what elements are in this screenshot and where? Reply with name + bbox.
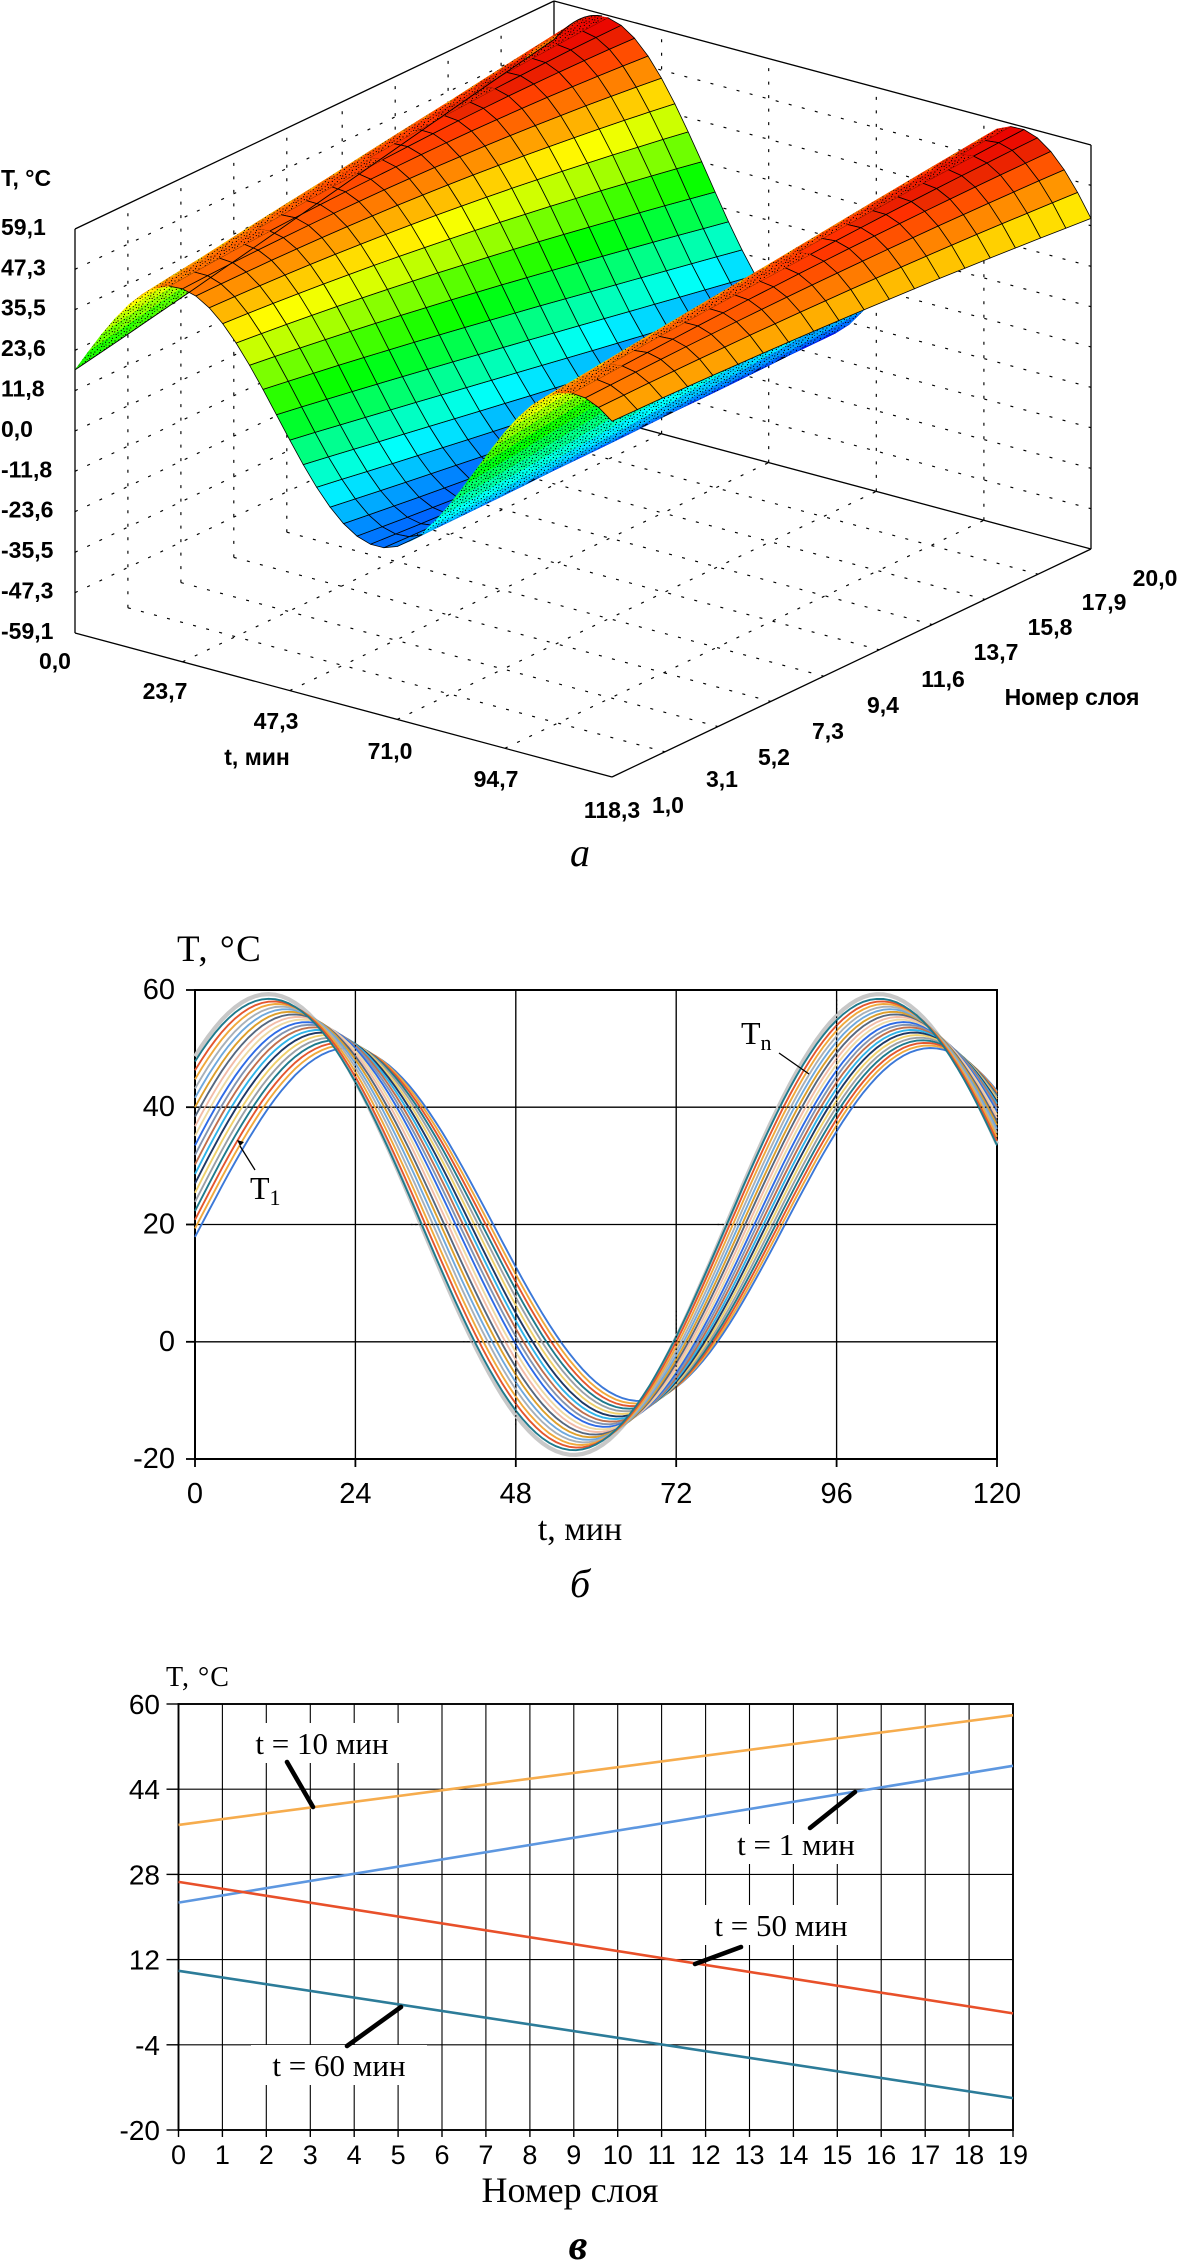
svg-text:-11,8: -11,8 [1, 456, 52, 482]
svg-text:-23,6: -23,6 [1, 497, 53, 523]
svg-text:10: 10 [603, 2140, 633, 2170]
svg-text:8: 8 [522, 2140, 537, 2170]
svg-text:-59,1: -59,1 [1, 618, 54, 644]
svg-text:44: 44 [129, 1774, 160, 1805]
svg-text:19: 19 [998, 2140, 1028, 2170]
svg-text:5: 5 [391, 2140, 406, 2170]
svg-text:118,3: 118,3 [584, 797, 640, 823]
svg-text:13: 13 [734, 2140, 764, 2170]
svg-text:-20: -20 [133, 1443, 175, 1475]
svg-text:18: 18 [954, 2140, 984, 2170]
svg-text:t = 60 мин: t = 60 мин [272, 2048, 405, 2083]
svg-text:12: 12 [691, 2140, 721, 2170]
svg-text:47,3: 47,3 [1, 254, 46, 280]
svg-text:24: 24 [339, 1478, 371, 1510]
svg-text:2: 2 [259, 2140, 274, 2170]
svg-text:11,6: 11,6 [921, 666, 965, 692]
svg-text:94,7: 94,7 [474, 766, 519, 792]
svg-text:48: 48 [500, 1478, 532, 1510]
svg-text:9,4: 9,4 [867, 692, 899, 718]
svg-text:3: 3 [303, 2140, 318, 2170]
svg-text:17: 17 [910, 2140, 940, 2170]
svg-text:14: 14 [778, 2140, 808, 2170]
svg-text:7,3: 7,3 [812, 718, 844, 744]
svg-text:40: 40 [143, 1091, 175, 1123]
svg-text:в: в [569, 2223, 588, 2260]
svg-text:11: 11 [648, 2140, 676, 2170]
svg-text:t = 10 мин: t = 10 мин [255, 1726, 388, 1761]
svg-text:35,5: 35,5 [1, 295, 46, 321]
svg-text:28: 28 [129, 1859, 160, 1890]
svg-text:t = 50 мин: t = 50 мин [714, 1908, 847, 1943]
svg-text:71,0: 71,0 [368, 738, 413, 764]
svg-text:а: а [570, 830, 590, 875]
svg-text:б: б [570, 1561, 592, 1606]
svg-text:59,1: 59,1 [1, 214, 46, 240]
svg-text:Номер слоя: Номер слоя [482, 2170, 659, 2210]
svg-text:0,0: 0,0 [39, 648, 71, 674]
svg-text:T, °C: T, °C [177, 929, 262, 970]
svg-text:47,3: 47,3 [254, 708, 299, 734]
svg-text:13,7: 13,7 [974, 639, 1019, 665]
svg-text:20: 20 [143, 1209, 175, 1241]
svg-text:0: 0 [187, 1478, 203, 1510]
svg-text:0: 0 [171, 2140, 186, 2170]
svg-text:23,6: 23,6 [1, 335, 46, 361]
svg-text:5,2: 5,2 [758, 744, 790, 770]
svg-text:9: 9 [566, 2140, 581, 2170]
svg-text:t = 1 мин: t = 1 мин [737, 1827, 855, 1862]
svg-text:23,7: 23,7 [143, 678, 188, 704]
svg-text:6: 6 [434, 2140, 449, 2170]
svg-text:15,8: 15,8 [1028, 614, 1073, 640]
svg-text:120: 120 [973, 1478, 1021, 1510]
svg-text:-20: -20 [120, 2115, 160, 2146]
svg-text:7: 7 [478, 2140, 493, 2170]
svg-text:96: 96 [820, 1478, 852, 1510]
svg-text:-47,3: -47,3 [1, 578, 53, 604]
svg-text:60: 60 [143, 974, 175, 1006]
svg-text:1,0: 1,0 [652, 792, 684, 818]
svg-text:16: 16 [866, 2140, 896, 2170]
svg-text:0: 0 [159, 1326, 175, 1358]
svg-text:12: 12 [129, 1945, 160, 1976]
svg-text:15: 15 [822, 2140, 852, 2170]
svg-text:0,0: 0,0 [1, 416, 33, 442]
svg-text:60: 60 [129, 1689, 160, 1720]
svg-text:4: 4 [347, 2140, 362, 2170]
svg-text:t, мин: t, мин [224, 744, 290, 770]
svg-text:72: 72 [660, 1478, 692, 1510]
svg-text:3,1: 3,1 [706, 766, 738, 792]
svg-text:17,9: 17,9 [1082, 589, 1127, 615]
svg-text:Номер слоя: Номер слоя [1005, 684, 1140, 710]
svg-text:T, °C: T, °C [1, 165, 51, 191]
svg-text:-4: -4 [135, 2030, 160, 2061]
svg-text:t, мин: t, мин [538, 1511, 622, 1548]
svg-text:11,8: 11,8 [1, 376, 45, 402]
svg-text:20,0: 20,0 [1133, 565, 1178, 591]
svg-text:-35,5: -35,5 [1, 537, 54, 563]
svg-text:T, °C: T, °C [166, 1662, 230, 1693]
svg-text:1: 1 [215, 2140, 230, 2170]
